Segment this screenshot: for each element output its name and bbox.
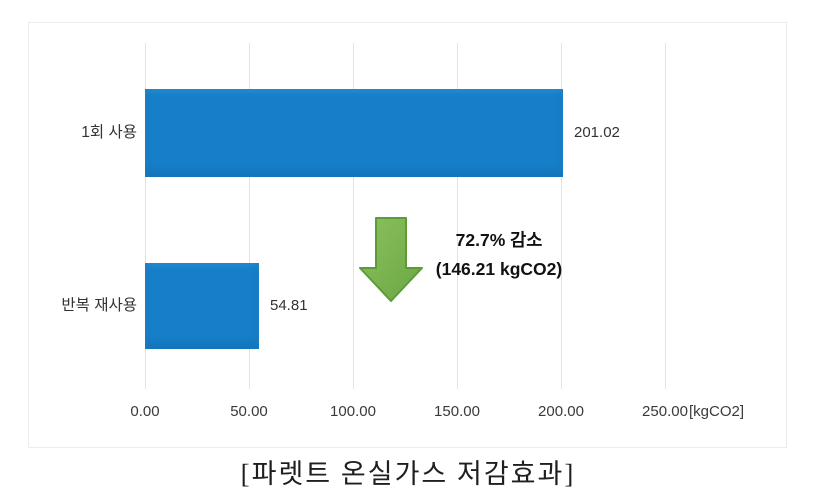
vertical-gridline <box>457 43 458 389</box>
chart-frame: [kgCO2] 72.7% 감소 (146.21 kgCO2) 0.00 50.0… <box>28 22 787 448</box>
bar-repeated-reuse <box>145 263 259 349</box>
vertical-gridline <box>665 43 666 389</box>
figure-caption: [파렛트 온실가스 저감효과] <box>240 459 576 489</box>
value-label: 201.02 <box>574 124 620 141</box>
bar-single-use <box>145 89 563 177</box>
decrease-arrow-icon <box>359 217 423 302</box>
value-label: 54.81 <box>270 297 308 314</box>
reduction-percent-text: 72.7% 감소 <box>455 230 543 250</box>
vertical-gridline <box>249 43 250 389</box>
category-label: 반복 재사용 <box>61 297 137 314</box>
x-axis-tick-label: 200.00 <box>538 403 584 420</box>
vertical-gridline <box>353 43 354 389</box>
x-axis-tick-label: 250.00 <box>642 403 688 420</box>
x-axis-tick-label: 0.00 <box>130 403 160 420</box>
x-axis-tick-label: 50.00 <box>230 403 268 420</box>
x-axis-unit-label: [kgCO2] <box>689 403 745 420</box>
category-label: 1회 사용 <box>81 124 137 141</box>
vertical-gridline <box>561 43 562 389</box>
reduction-annotation: 72.7% 감소 (146.21 kgCO2) <box>417 226 581 284</box>
vertical-gridline <box>145 43 146 389</box>
x-axis-tick-label: 100.00 <box>330 403 376 420</box>
x-axis-tick-label: 150.00 <box>434 403 480 420</box>
reduction-amount-text: (146.21 kgCO2) <box>435 259 563 279</box>
